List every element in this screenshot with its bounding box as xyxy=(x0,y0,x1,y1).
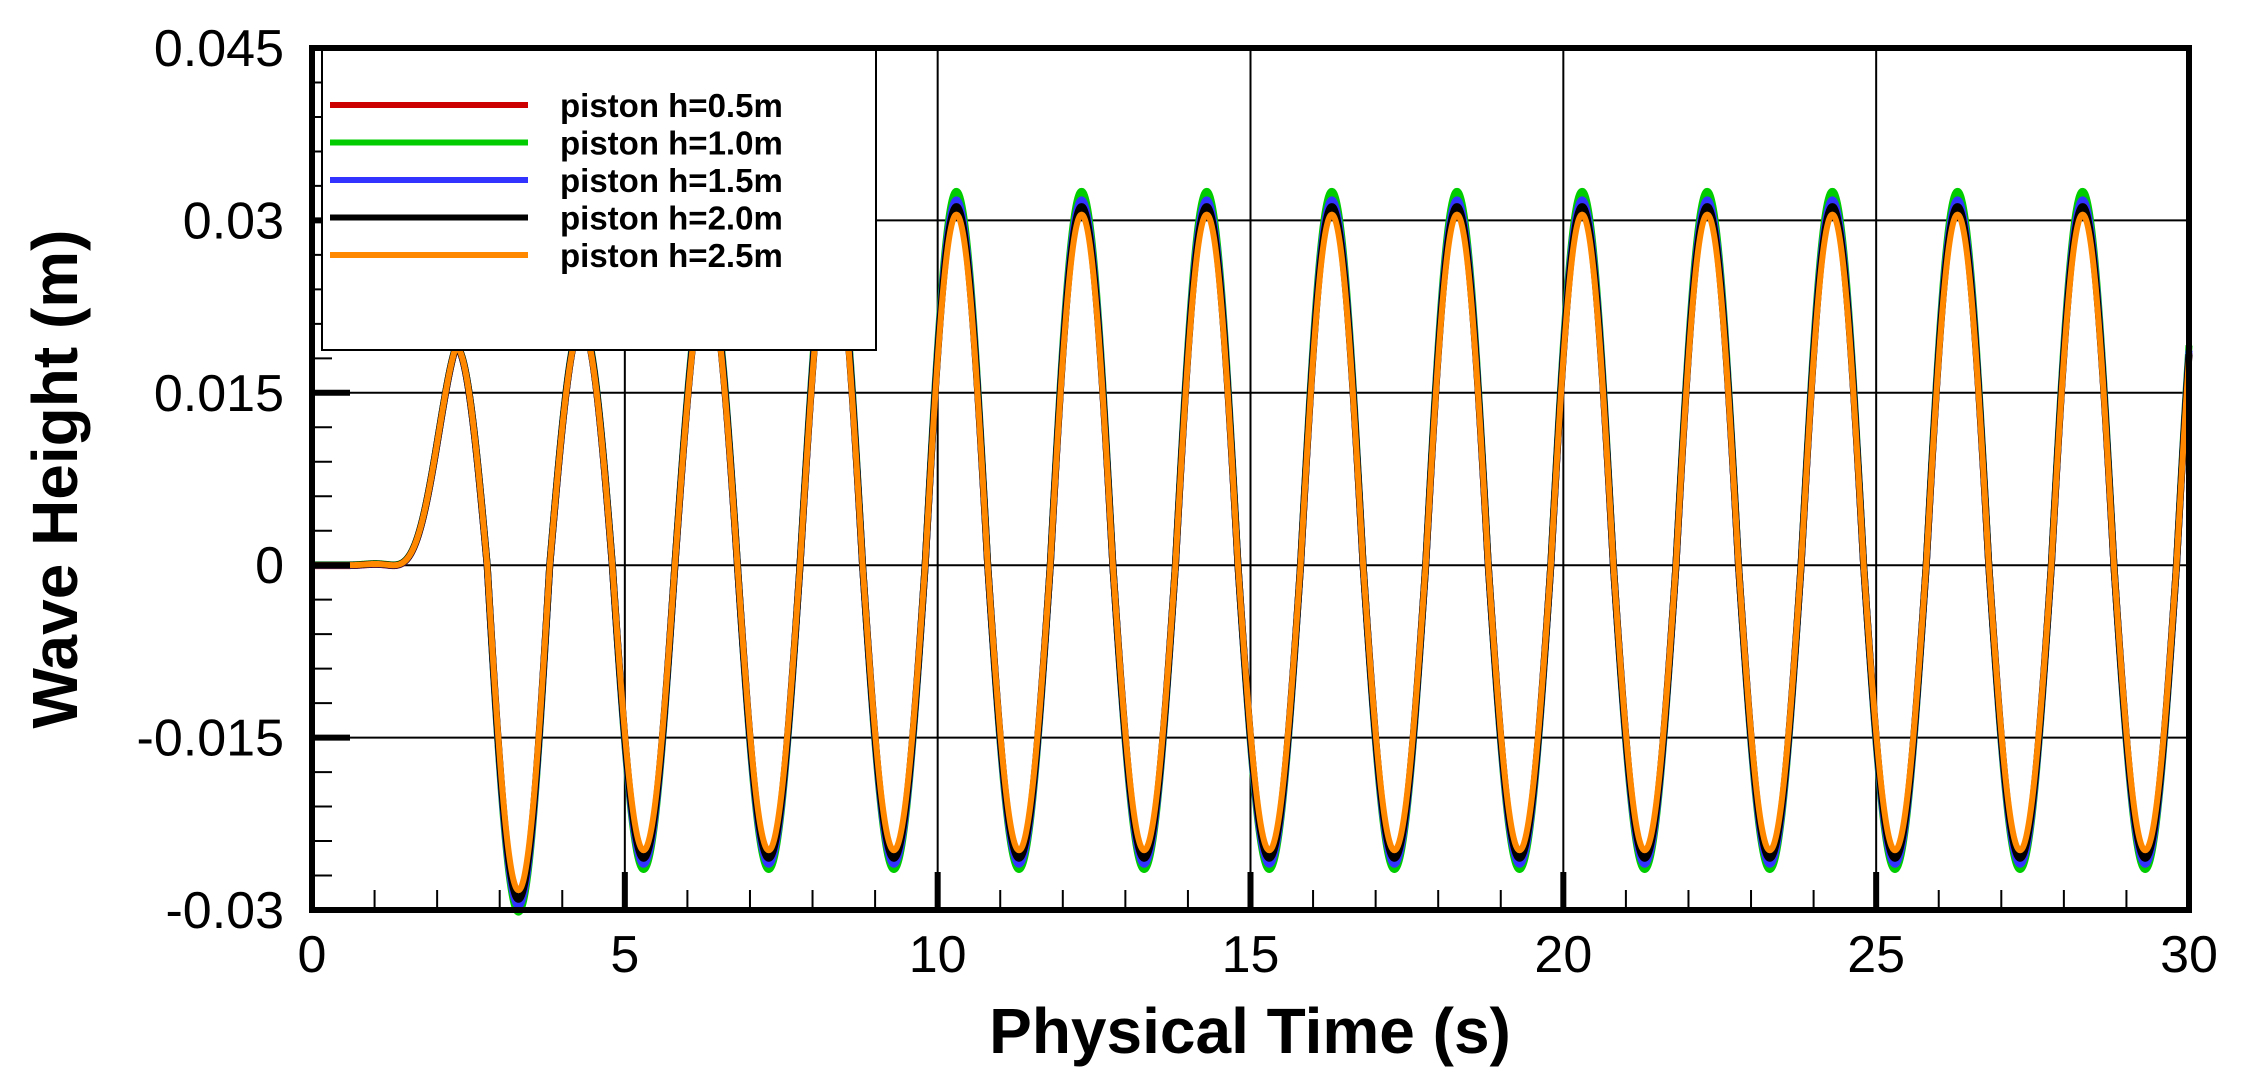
x-tick-label: 0 xyxy=(298,926,327,984)
y-tick-label: 0.03 xyxy=(183,192,284,250)
legend-label: piston h=1.5m xyxy=(560,162,783,199)
legend-label: piston h=1.0m xyxy=(560,125,783,162)
series-line xyxy=(309,211,2192,894)
x-tick-label: 15 xyxy=(1222,926,1280,984)
y-tick-labels: 0.045 0.03 0.015 0 -0.015 -0.03 xyxy=(137,20,284,940)
x-tick-label: 10 xyxy=(909,926,967,984)
x-tick-label: 20 xyxy=(1534,926,1592,984)
x-axis-title: Physical Time (s) xyxy=(989,995,1511,1067)
x-tick-label: 30 xyxy=(2160,926,2218,984)
y-tick-label: 0 xyxy=(255,537,284,595)
legend-box xyxy=(321,49,877,351)
y-tick-label: -0.015 xyxy=(137,710,284,768)
series-lines xyxy=(309,187,2193,916)
legend-label: piston h=2.5m xyxy=(560,237,783,274)
y-tick-label: 0.045 xyxy=(154,20,284,78)
x-tick-labels: 0 5 10 15 20 25 30 xyxy=(298,926,2218,984)
legend-label: piston h=2.0m xyxy=(560,200,783,237)
x-tick-label: 5 xyxy=(610,926,639,984)
y-axis-title: Wave Height (m) xyxy=(19,230,91,729)
legend-label: piston h=0.5m xyxy=(560,87,783,124)
y-tick-label: 0.015 xyxy=(154,365,284,423)
y-tick-label: -0.03 xyxy=(165,882,284,940)
x-tick-label: 25 xyxy=(1847,926,1905,984)
